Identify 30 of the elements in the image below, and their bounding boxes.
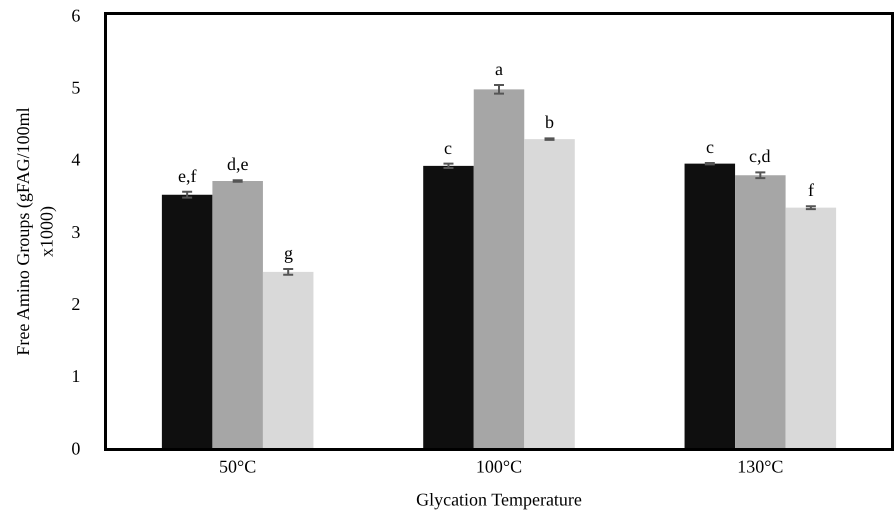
bar [735,175,786,448]
data-label: d,e [227,154,248,174]
data-label: f [808,180,814,200]
bar [162,194,212,448]
data-label: e,f [178,166,196,186]
y-tick-label: 2 [71,294,80,314]
x-tick-label: 100°C [476,456,522,477]
bar [474,89,524,448]
y-tick-label: 6 [71,5,80,26]
bar [684,164,736,448]
x-tick-label: 130°C [737,456,784,477]
data-label: a [495,59,503,79]
data-label: g [284,243,293,263]
y-tick-label: 1 [71,366,80,386]
y-tick-label: 3 [71,222,80,242]
data-label: c [444,138,452,158]
data-label: c,d [749,146,770,166]
x-axis-title: Glycation Temperature [416,490,582,510]
bar [262,272,314,448]
y-axis-title: Free Amino Groups (gFAG/100ml x1000) [13,107,57,356]
y-tick-label: 5 [71,77,80,98]
data-label: b [545,112,554,132]
bar [212,180,263,448]
y-tick-label: 0 [71,438,80,458]
x-tick-label: 50°C [219,456,256,477]
bar [524,139,575,448]
y-tick-label: 4 [71,150,80,170]
bar [423,166,474,448]
bar [786,208,836,448]
data-label: c [706,137,714,157]
